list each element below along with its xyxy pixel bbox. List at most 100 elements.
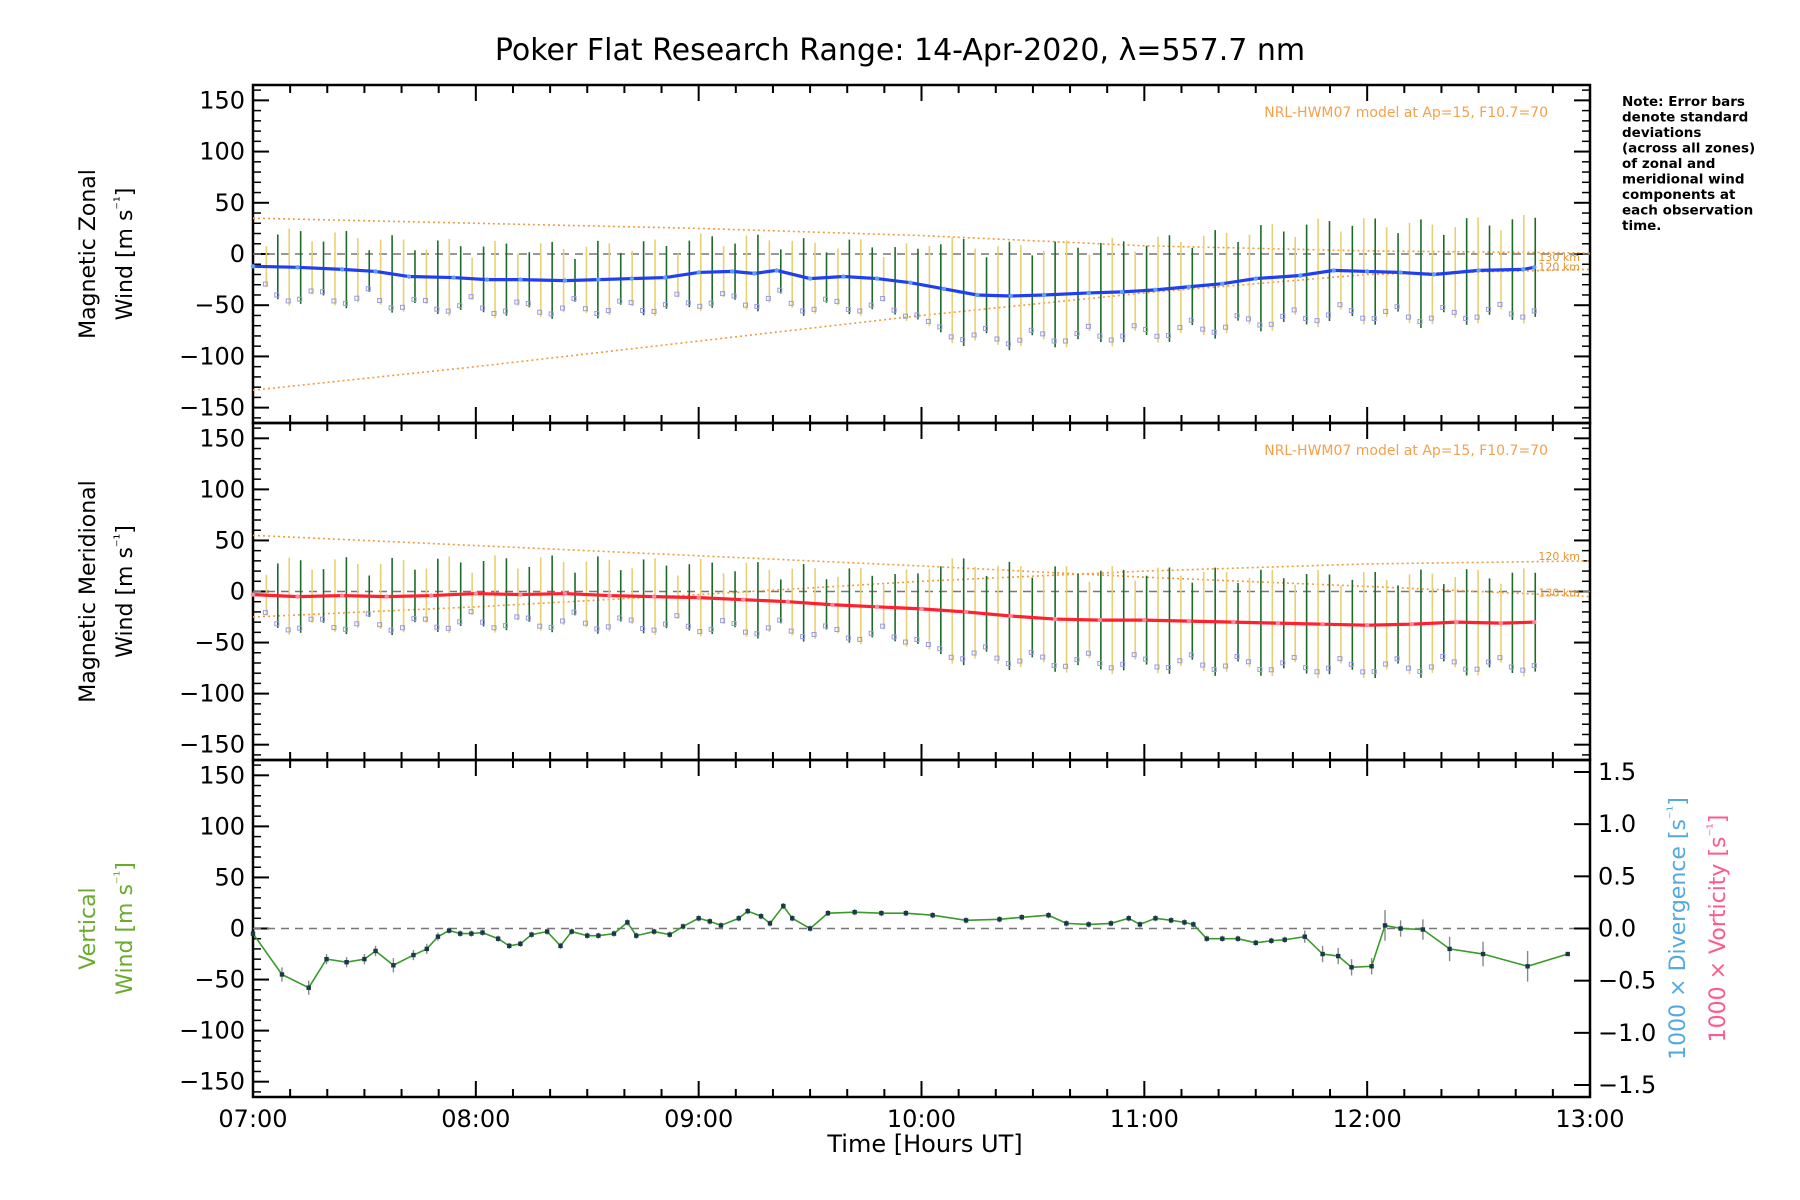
zone-box bbox=[788, 300, 794, 306]
zone-box bbox=[1337, 302, 1343, 308]
vertical-wind-point bbox=[1046, 913, 1051, 918]
zone-box bbox=[1474, 314, 1480, 320]
vertical-wind-line bbox=[252, 904, 1568, 989]
mean-wind-point bbox=[963, 609, 969, 615]
y-tick-label: −100 bbox=[179, 342, 245, 370]
zone-box bbox=[1234, 654, 1240, 660]
zone-box bbox=[1074, 331, 1080, 337]
vertical-wind-point bbox=[1220, 936, 1225, 941]
zone-box bbox=[502, 308, 508, 314]
zone-box bbox=[605, 308, 611, 314]
vertical-wind-point bbox=[1369, 964, 1374, 969]
zone-box bbox=[1268, 321, 1274, 327]
vertical-wind-point bbox=[544, 929, 550, 934]
zone-box bbox=[1245, 659, 1251, 665]
zone-box bbox=[1165, 665, 1171, 671]
zone-box bbox=[1131, 323, 1137, 329]
right-y-tick-label: −0.5 bbox=[1598, 967, 1656, 995]
mean-wind-point bbox=[607, 593, 612, 598]
mean-wind-point bbox=[1431, 272, 1437, 277]
vertical-wind-point bbox=[634, 933, 639, 938]
vertical-wind-point bbox=[781, 903, 786, 909]
zone-box bbox=[1005, 341, 1011, 347]
vertical-wind-point bbox=[1191, 922, 1196, 927]
zone-box bbox=[720, 618, 726, 624]
mean-wind-point bbox=[1454, 619, 1459, 625]
zone-box bbox=[400, 304, 406, 310]
vertical-wind-point bbox=[324, 956, 329, 962]
y-tick-label: 0 bbox=[230, 915, 245, 943]
model-altitude-label: 120 km bbox=[1538, 260, 1580, 273]
note-line: of zonal and bbox=[1622, 156, 1715, 172]
zone-box bbox=[1177, 658, 1183, 664]
vertical-wind-point bbox=[758, 914, 764, 919]
zone-box bbox=[388, 627, 394, 633]
y-tick-label: −50 bbox=[194, 291, 245, 319]
vertical-wind-point bbox=[1064, 921, 1069, 926]
y-tick-label: −150 bbox=[179, 731, 245, 759]
zone-box bbox=[1005, 661, 1011, 667]
vertical-wind-point bbox=[963, 918, 969, 923]
zone-box bbox=[857, 636, 863, 642]
y-tick-label: 100 bbox=[199, 812, 245, 840]
mean-wind-point bbox=[752, 271, 757, 276]
vertical-wind-point bbox=[1153, 916, 1158, 921]
mean-wind-point bbox=[941, 286, 946, 292]
vertical-wind-point bbox=[611, 931, 617, 936]
zone-box bbox=[1383, 661, 1389, 667]
y-tick-label: 0 bbox=[230, 240, 245, 268]
zone-box bbox=[274, 292, 280, 298]
vertical-wind-point bbox=[344, 960, 349, 965]
mean-wind-point bbox=[1008, 293, 1013, 299]
mean-wind-point bbox=[1186, 618, 1192, 624]
vertical-wind-point bbox=[391, 963, 396, 968]
zone-box bbox=[400, 625, 406, 631]
mean-wind-point bbox=[1520, 267, 1526, 272]
mean-wind-point bbox=[1364, 623, 1370, 628]
zone-box bbox=[445, 308, 451, 314]
panels: 150 100 50 0 −50 −100 −150 Magnetic Zonal Wind [… bbox=[76, 83, 1731, 1133]
zone-box bbox=[708, 626, 714, 632]
mean-wind-point bbox=[339, 593, 345, 598]
vertical-wind-point bbox=[879, 910, 884, 916]
mean-wind-point bbox=[807, 276, 813, 281]
vertical-wind-point bbox=[446, 928, 452, 933]
zone-box bbox=[765, 625, 771, 631]
zone-box bbox=[1520, 314, 1526, 320]
x-tick-label: 09:00 bbox=[664, 1105, 733, 1133]
vertical-wind-point bbox=[1019, 915, 1024, 920]
zone-box bbox=[857, 308, 863, 314]
zone-box bbox=[1291, 654, 1297, 660]
mean-wind-point bbox=[1253, 276, 1258, 281]
zone-box bbox=[1451, 309, 1457, 315]
zone-box bbox=[903, 313, 909, 319]
zone-box bbox=[1040, 654, 1046, 660]
zone-box bbox=[891, 307, 897, 313]
zone-box bbox=[1154, 664, 1160, 670]
zone-box bbox=[445, 625, 451, 631]
zone-box bbox=[571, 296, 577, 302]
zone-box bbox=[925, 642, 931, 648]
vertical-wind-point bbox=[1349, 965, 1354, 970]
mean-wind-point bbox=[663, 275, 668, 280]
zone-box bbox=[983, 325, 989, 331]
zone-box bbox=[1360, 669, 1366, 675]
zone-box bbox=[411, 296, 417, 302]
zone-box bbox=[662, 302, 668, 308]
zone-box bbox=[868, 302, 874, 308]
zone-box bbox=[468, 294, 474, 300]
zone-box bbox=[342, 300, 348, 306]
zone-box bbox=[1257, 666, 1263, 672]
zone-box bbox=[297, 296, 303, 302]
zone-box bbox=[320, 616, 326, 622]
vertical-wind-point bbox=[707, 919, 713, 924]
zone-box bbox=[1120, 333, 1126, 339]
right-axis-label: 1000 × Divergence [s⁻¹] bbox=[1665, 797, 1691, 1060]
zone-box bbox=[1165, 333, 1171, 339]
zone-box bbox=[1497, 655, 1503, 661]
y-axis-label-units: Wind [m s⁻¹] bbox=[112, 862, 138, 995]
zone-box bbox=[537, 309, 543, 315]
vertical-wind-point bbox=[1447, 946, 1452, 952]
zone-box bbox=[1303, 665, 1309, 671]
zone-box bbox=[1497, 301, 1503, 307]
